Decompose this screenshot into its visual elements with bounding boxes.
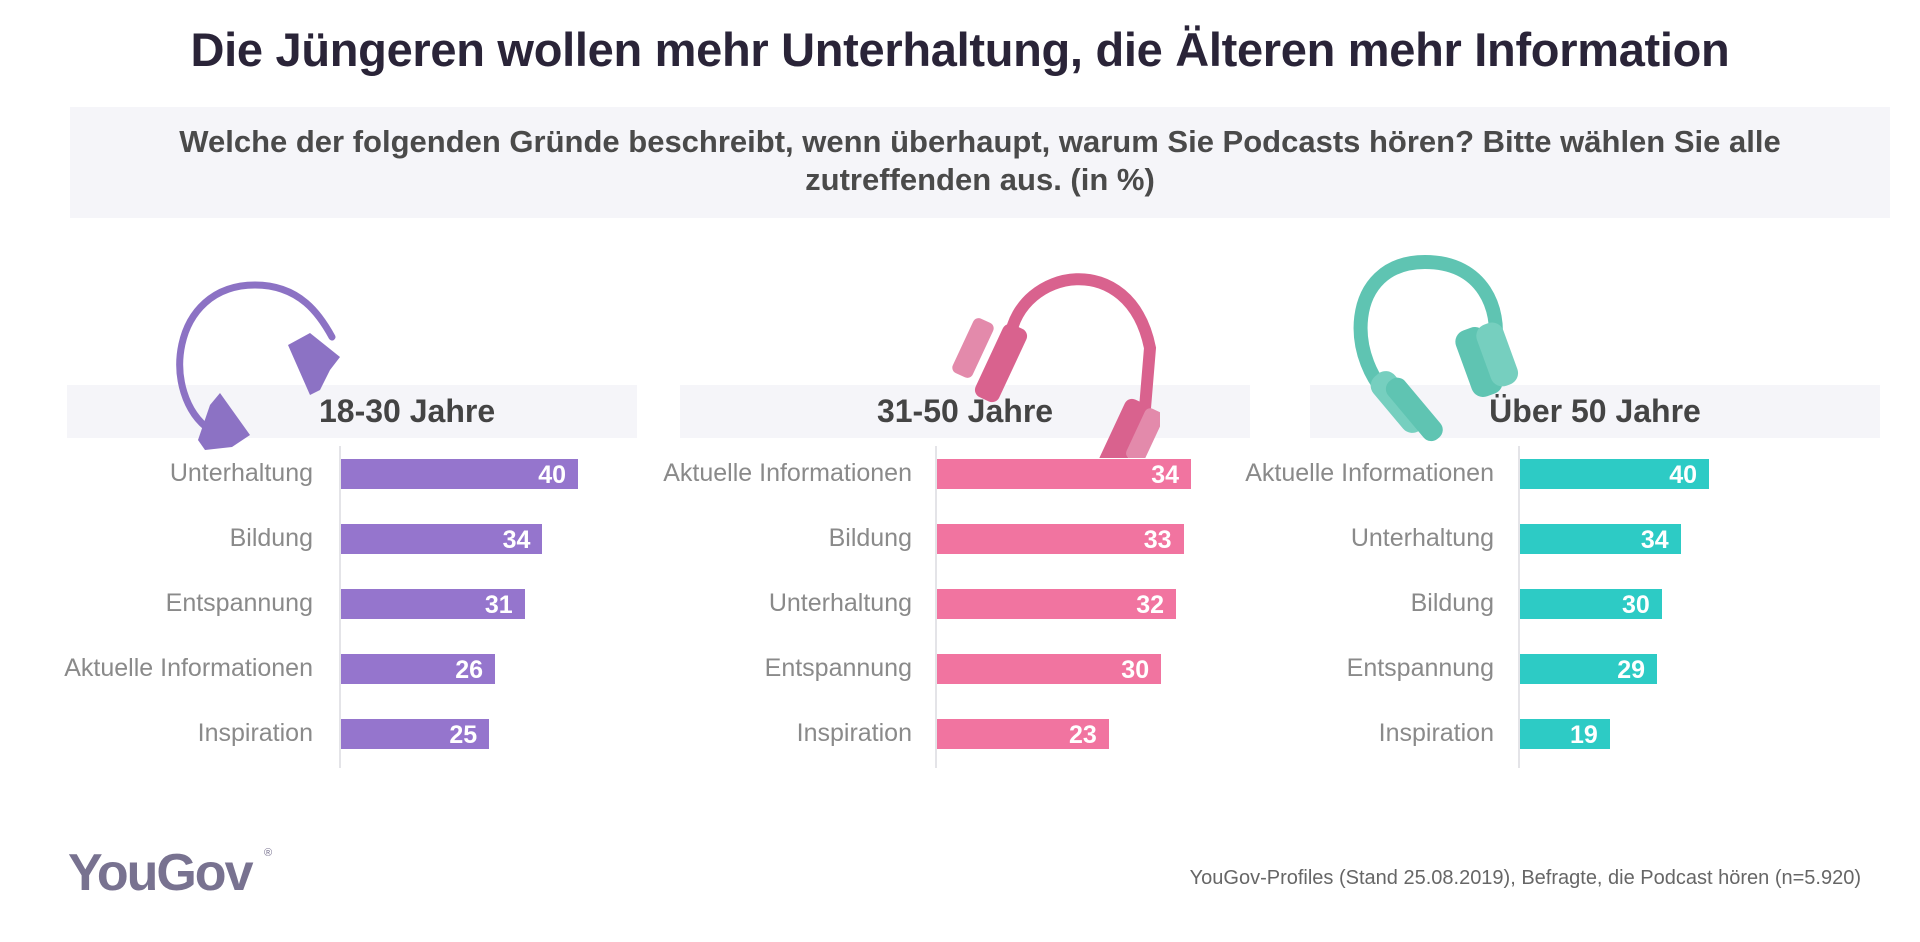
bar — [937, 719, 1109, 749]
bar-value-label: 23 — [1069, 721, 1097, 749]
bar-value-label: 34 — [1640, 526, 1669, 554]
bar-value-label: 19 — [1569, 721, 1598, 749]
survey-question: Welche der folgenden Gründe beschreibt, … — [179, 124, 1781, 197]
bar-axis — [339, 446, 341, 768]
bar — [341, 524, 543, 554]
bar-value-label: 32 — [1136, 591, 1165, 619]
registered-mark: ® — [264, 847, 273, 859]
bar — [341, 589, 525, 619]
category-label: Bildung — [229, 524, 313, 552]
category-label: Aktuelle Informationen — [663, 459, 912, 487]
category-label: Inspiration — [796, 719, 912, 747]
category-label: Aktuelle Informationen — [1245, 459, 1494, 487]
bar-value-label: 31 — [484, 591, 513, 619]
headphones-icon — [1353, 254, 1519, 442]
source-note: YouGov-Profiles (Stand 25.08.2019), Befr… — [1189, 867, 1861, 889]
yougov-logo: YouGov — [68, 844, 253, 902]
bar — [341, 459, 578, 489]
chart-title: Die Jüngeren wollen mehr Unterhaltung, d… — [190, 23, 1730, 76]
bar — [1520, 719, 1610, 749]
bar — [937, 459, 1191, 489]
bar-value-label: 25 — [449, 721, 478, 749]
bar-value-label: 26 — [455, 656, 484, 684]
bar — [1520, 654, 1658, 684]
category-label: Entspannung — [1346, 654, 1494, 682]
headphones-icon — [952, 273, 1160, 458]
headphones-icon — [176, 281, 340, 450]
bar-value-label: 40 — [1669, 461, 1697, 489]
bar — [341, 719, 490, 749]
category-label: Unterhaltung — [768, 589, 912, 617]
bar — [937, 524, 1184, 554]
bar — [341, 654, 496, 684]
bar-value-label: 30 — [1121, 656, 1150, 684]
bar-value-label: 34 — [1151, 461, 1179, 489]
category-label: Inspiration — [1378, 719, 1494, 747]
group-title: Über 50 Jahre — [1489, 393, 1701, 429]
bar — [1520, 589, 1662, 619]
category-label: Entspannung — [165, 589, 313, 617]
bar-axis — [935, 446, 937, 768]
category-label: Unterhaltung — [1350, 524, 1494, 552]
group-title: 18-30 Jahre — [319, 393, 496, 429]
category-label: Unterhaltung — [169, 459, 313, 487]
question-box: Welche der folgenden Gründe beschreibt, … — [70, 107, 1890, 218]
bar-value-label: 29 — [1617, 656, 1646, 684]
category-label: Bildung — [1410, 589, 1494, 617]
bar — [1520, 524, 1681, 554]
category-label: Aktuelle Informationen — [64, 654, 313, 682]
bar-value-label: 30 — [1621, 591, 1650, 619]
bar — [1520, 459, 1709, 489]
bar-value-label: 40 — [538, 461, 566, 489]
bar — [937, 589, 1177, 619]
category-label: Entspannung — [764, 654, 912, 682]
bar-axis — [1518, 446, 1520, 768]
bar — [937, 654, 1162, 684]
category-label: Inspiration — [197, 719, 313, 747]
category-label: Bildung — [828, 524, 912, 552]
bar-value-label: 34 — [502, 526, 531, 554]
bar-value-label: 33 — [1143, 526, 1172, 554]
group-header-18-30: 18-30 Jahre — [67, 385, 637, 438]
group-title: 31-50 Jahre — [876, 393, 1054, 429]
